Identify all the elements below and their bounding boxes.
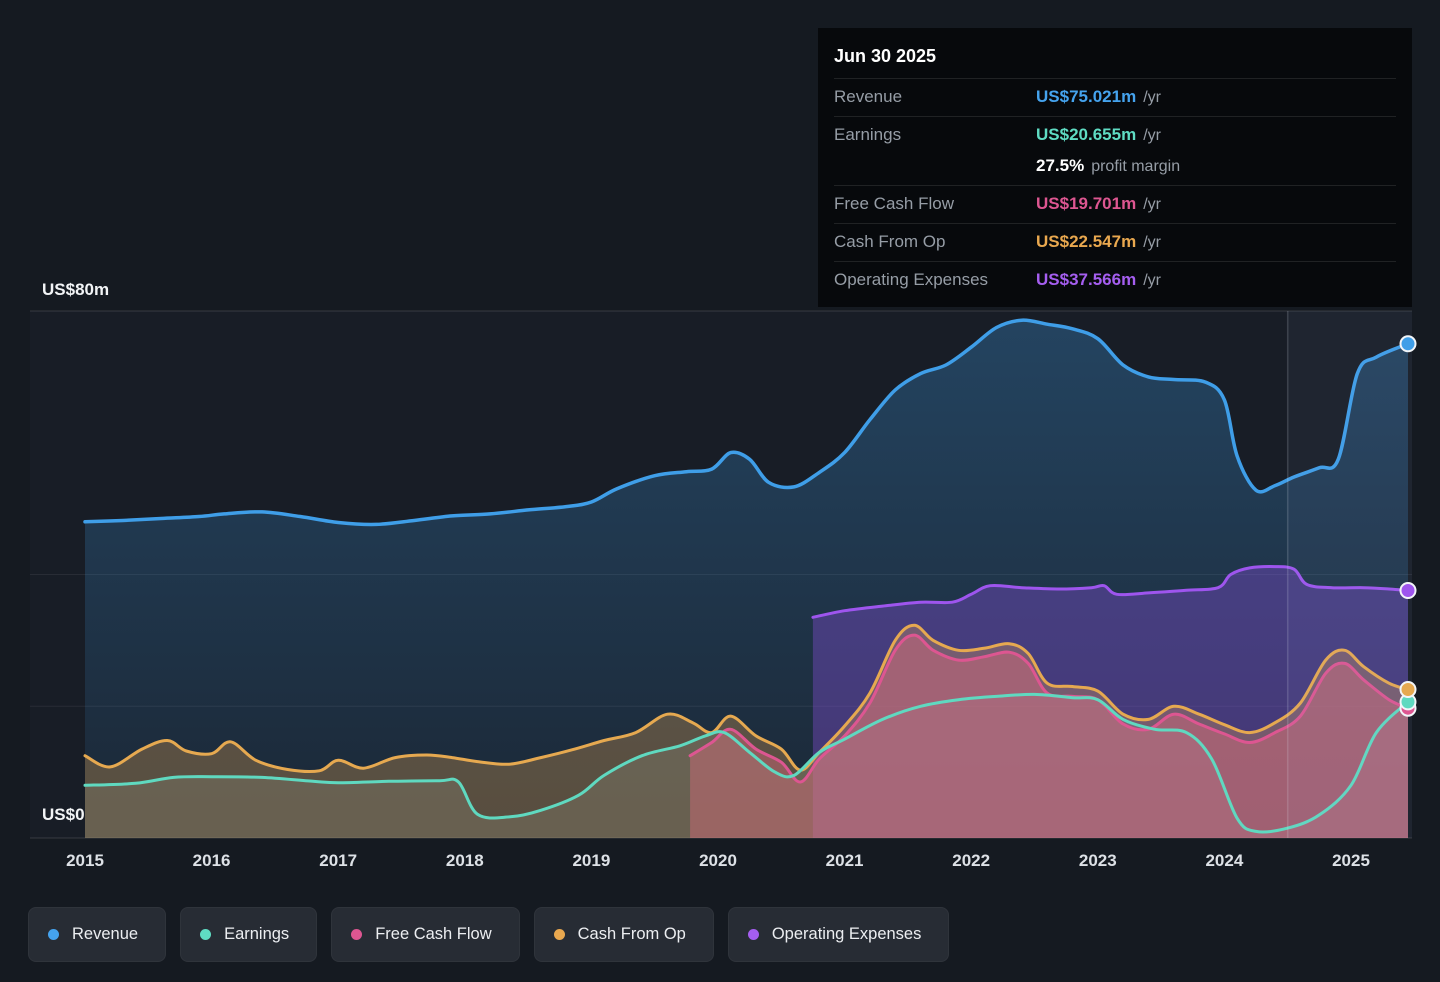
cashop-line[interactable] [83, 623, 1410, 773]
fcf-area[interactable] [690, 635, 1408, 838]
y-axis-label-bottom: US$0 [42, 805, 85, 824]
tooltip-label-operating-expenses: Operating Expenses [834, 270, 989, 289]
legend-label-earnings: Earnings [224, 925, 290, 943]
legend-label-free-cash-flow: Free Cash Flow [375, 925, 492, 943]
earnings-series-dot-icon [200, 929, 212, 940]
tooltip-value-operating-expenses: US$37.566m [1036, 270, 1137, 289]
legend-pill-operating-expenses[interactable]: Operating Expenses [727, 907, 950, 962]
cashop-endpoint-marker[interactable] [1399, 681, 1417, 698]
legend-label-operating-expenses: Operating Expenses [771, 925, 922, 943]
x-tick-2017: 2017 [319, 851, 358, 870]
legend-pill-free-cash-flow[interactable]: Free Cash Flow [331, 907, 520, 962]
revenue-endpoint-marker[interactable] [1399, 335, 1417, 353]
x-tick-2020: 2020 [699, 851, 737, 870]
opex-line[interactable] [811, 565, 1410, 619]
tooltip-value-cash-from-op: US$22.547m [1036, 232, 1137, 251]
tooltip-row-cash-from-op: Cash From Op US$22.547m /yr [834, 223, 1396, 261]
chart-legend: Revenue Earnings Free Cash Flow Cash Fro… [28, 907, 950, 962]
x-tick-2019: 2019 [572, 851, 611, 870]
x-tick-2025: 2025 [1332, 851, 1370, 870]
tooltip-row-revenue: Revenue US$75.021m /yr [834, 78, 1396, 116]
tooltip-suffix-earnings: /yr [1143, 127, 1161, 144]
operating-expenses-series-dot-icon [747, 929, 759, 940]
free-cash-flow-series-dot-icon [351, 929, 363, 940]
tooltip-label-revenue: Revenue [834, 87, 903, 106]
x-tick-2016: 2016 [192, 851, 231, 870]
legend-pill-earnings[interactable]: Earnings [180, 907, 318, 962]
cash-from-op-series-dot-icon [553, 929, 565, 940]
x-tick-2018: 2018 [445, 851, 484, 870]
earnings-line[interactable] [83, 692, 1410, 834]
tooltip-suffix-cash-from-op: /yr [1143, 234, 1161, 251]
tooltip-value-free-cash-flow: US$19.701m [1036, 194, 1137, 213]
x-tick-2021: 2021 [825, 851, 864, 870]
chart-tooltip: Jun 30 2025 Revenue US$75.021m /yr Earni… [818, 28, 1412, 307]
tooltip-date: Jun 30 2025 [834, 46, 937, 66]
tooltip-suffix-operating-expenses: /yr [1143, 272, 1161, 289]
legend-label-cash-from-op: Cash From Op [577, 925, 686, 943]
revenue-area[interactable] [85, 320, 1408, 838]
fcf-line[interactable] [688, 633, 1410, 784]
x-tick-2023: 2023 [1078, 851, 1117, 870]
tooltip-row-free-cash-flow: Free Cash Flow US$19.701m /yr [834, 185, 1396, 223]
tooltip-row-operating-expenses: Operating Expenses US$37.566m /yr [834, 261, 1396, 299]
earnings-area[interactable] [85, 694, 1408, 838]
tooltip-label-earnings: Earnings [834, 125, 902, 144]
tooltip-suffix-revenue: /yr [1143, 89, 1161, 106]
tooltip-value-revenue: US$75.021m [1036, 87, 1137, 106]
legend-pill-revenue[interactable]: Revenue [28, 907, 167, 962]
x-tick-2022: 2022 [952, 851, 991, 870]
opex-endpoint-marker[interactable] [1399, 582, 1417, 599]
legend-label-revenue: Revenue [72, 925, 139, 943]
tooltip-label-cash-from-op: Cash From Op [834, 232, 946, 251]
tooltip-row-earnings: Earnings US$20.655m /yr [834, 116, 1396, 154]
x-tick-2015: 2015 [66, 851, 104, 870]
revenue-series-dot-icon [48, 929, 59, 940]
tooltip-suffix-free-cash-flow: /yr [1143, 196, 1161, 213]
highlight-band [1287, 311, 1412, 838]
tooltip-row-profit-margin: 27.5% profit margin [834, 154, 1396, 185]
y-axis-label-top: US$80m [42, 280, 110, 299]
tooltip-label-free-cash-flow: Free Cash Flow [834, 194, 954, 213]
revenue-line[interactable] [83, 318, 1410, 527]
legend-pill-cash-from-op[interactable]: Cash From Op [533, 907, 714, 962]
x-tick-2024: 2024 [1205, 851, 1244, 870]
cashop-area[interactable] [85, 625, 1408, 838]
tooltip-suffix-profit-margin: profit margin [1091, 158, 1181, 175]
tooltip-value-earnings: US$20.655m [1036, 125, 1137, 144]
tooltip-value-profit-margin: 27.5% [1036, 156, 1085, 175]
